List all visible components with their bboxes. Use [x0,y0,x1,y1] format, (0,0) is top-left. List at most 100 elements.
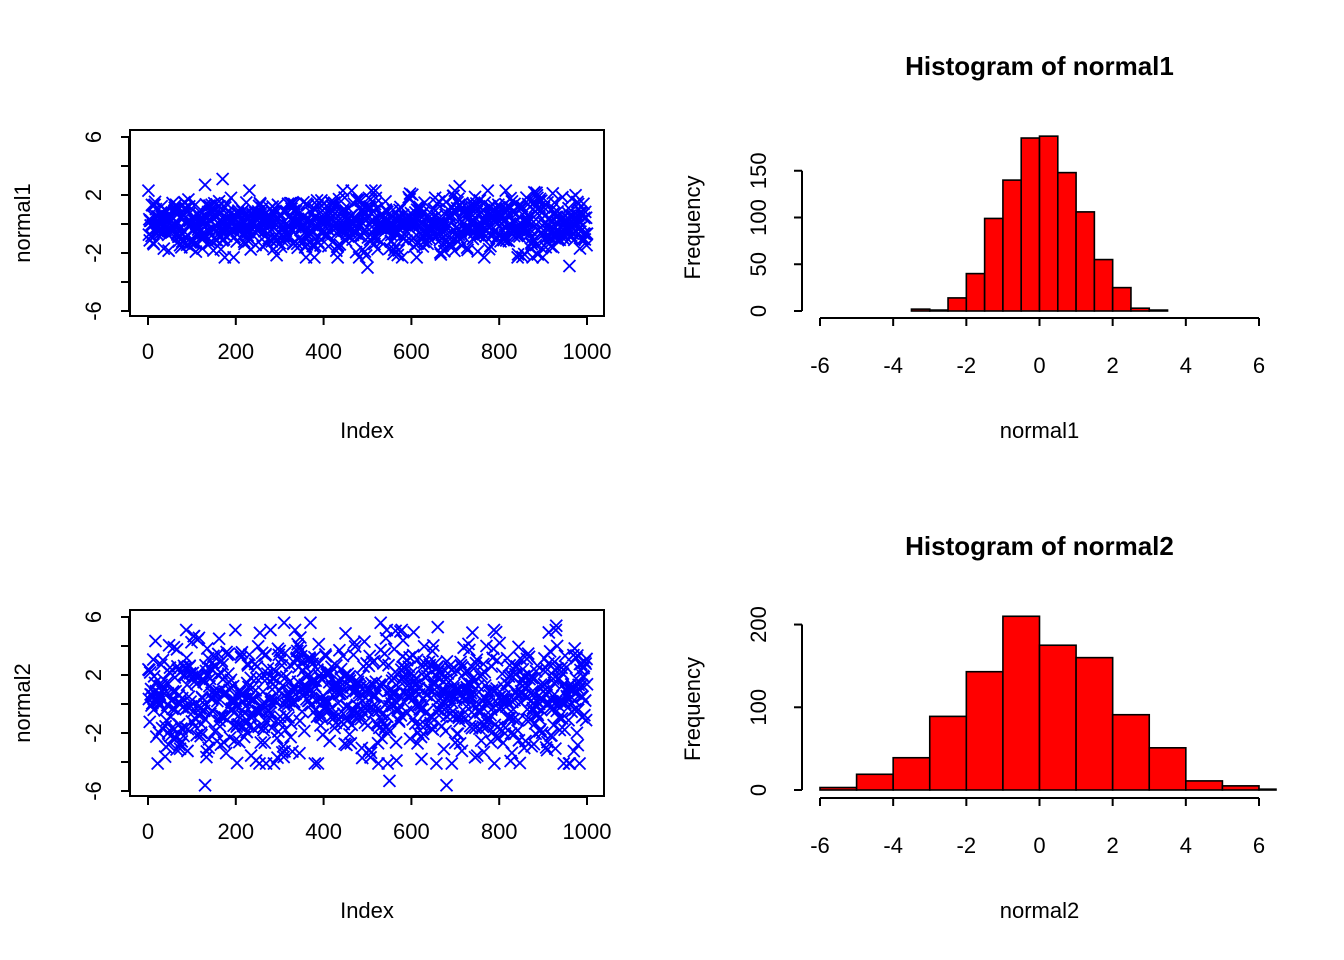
data-point [263,706,277,720]
data-point [252,756,267,771]
histogram-bar [1111,286,1132,312]
data-point [368,704,382,718]
data-point [292,746,307,760]
data-point [274,653,288,667]
data-point [183,695,198,709]
data-point [579,238,594,252]
data-point [212,632,226,646]
data-point [470,748,484,763]
histogram-bar [1056,171,1077,312]
data-point [403,732,417,746]
data-point [307,250,322,264]
data-point [445,756,459,771]
data-point [410,250,424,264]
histogram-bar [1002,615,1041,791]
data-point [579,656,593,671]
data-point [259,647,273,661]
data-point [487,756,502,771]
data-point [577,670,591,684]
data-point [269,695,284,710]
data-point [552,710,566,725]
data-point [255,239,270,253]
data-point [457,666,472,680]
data-point [311,756,325,771]
data-point [405,188,419,202]
data-point [462,643,476,657]
data-point [364,746,378,760]
data-point [374,616,388,630]
y-tick-label: 200 [746,606,771,643]
x-tick-label: -2 [957,353,977,378]
data-point [276,678,290,693]
data-point [390,701,404,715]
data-point [481,184,495,198]
y-axis-label: normal1 [10,183,35,262]
histogram-bar [1258,788,1277,791]
x-axis-label: normal2 [1000,898,1079,923]
data-point [181,722,195,736]
data-point [483,708,498,722]
data-point [339,738,354,752]
data-point [505,746,519,760]
data-point [460,240,474,255]
data-point [453,179,467,193]
data-point [410,736,425,751]
histogram-bar [1075,656,1114,791]
data-point [263,623,278,637]
x-tick-label: 6 [1253,833,1265,858]
data-point [490,653,504,667]
x-tick-label: 400 [305,339,342,364]
data-point [142,663,156,677]
histogram-bar [928,309,949,312]
data-point [277,750,291,764]
data-point [360,260,375,275]
data-point [382,774,397,788]
x-tick-label: 2 [1107,353,1119,378]
data-point [323,734,337,748]
data-point [389,753,404,768]
data-point [308,756,322,771]
data-point [513,756,527,770]
y-axis-label: Frequency [680,176,705,280]
x-axis-label: Index [340,898,394,923]
data-point [561,713,576,727]
data-point [404,666,419,680]
y-axis-label: normal2 [10,663,35,742]
data-point [477,745,491,759]
x-tick-label: 4 [1180,353,1192,378]
data-point [479,639,494,653]
data-point [439,778,454,792]
data-point [219,196,234,211]
data-point [198,778,212,792]
data-point [258,736,272,750]
data-point [473,704,487,718]
data-point [228,733,242,748]
data-point [344,736,358,750]
data-point [284,716,298,731]
data-point [431,620,445,634]
data-point [207,684,221,698]
data-point [579,652,594,666]
data-point [324,660,339,674]
data-point [580,227,594,241]
data-point [511,250,525,264]
data-point [282,230,296,244]
data-point [148,634,163,648]
histogram-bar [1148,309,1169,312]
chart-title: Histogram of normal2 [905,531,1174,561]
data-point [293,630,307,645]
histogram-normal1-panel: Histogram of normal1 -6 -4 -2 0 2 4 6 0 50 100 150 n… [680,51,1265,443]
x-tick-label: 2 [1107,833,1119,858]
data-point [546,718,561,732]
data-point [189,245,203,259]
data-point [353,669,368,683]
data-point [318,647,332,662]
data-point [505,204,520,219]
x-axis-label: normal1 [1000,418,1079,443]
data-point [532,711,546,725]
data-point [428,656,443,670]
data-point [499,184,513,198]
data-point [348,639,362,654]
data-point [319,649,333,663]
data-point [346,648,361,662]
